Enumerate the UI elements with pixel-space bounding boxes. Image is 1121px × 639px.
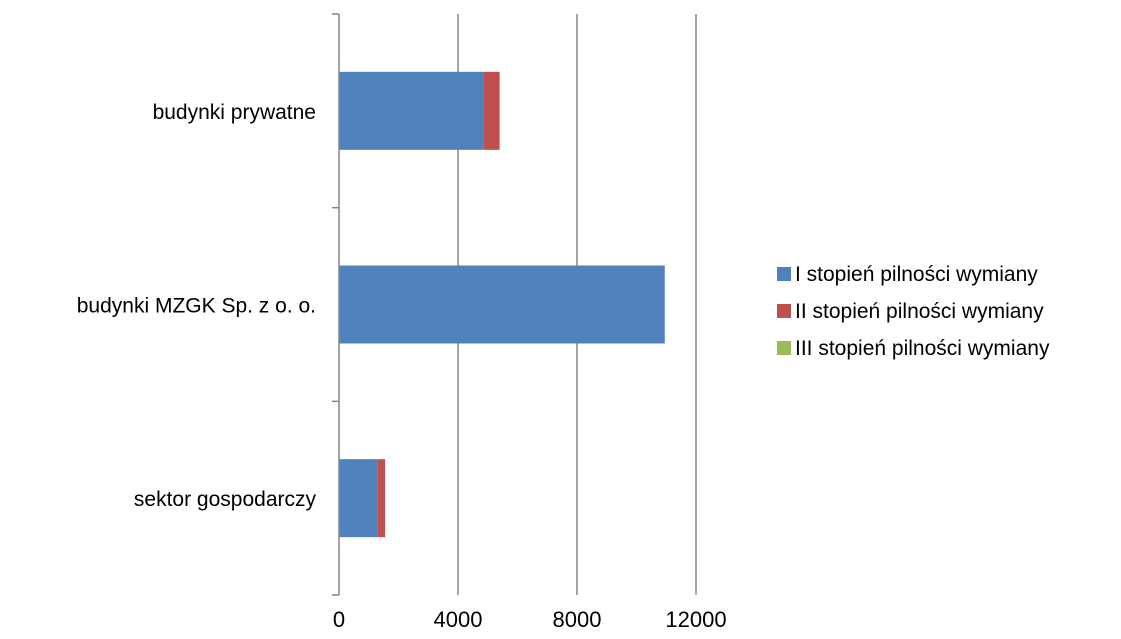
- bar-segment: [377, 459, 386, 538]
- legend-swatch: [777, 341, 791, 355]
- bar-segment: [339, 459, 378, 538]
- category-label: budynki prywatne: [153, 101, 316, 124]
- x-tick-labels: 0 4000 8000 12000: [333, 607, 727, 632]
- axes: [332, 13, 340, 596]
- x-tick-label: 0: [333, 607, 345, 632]
- bars: [339, 71, 665, 538]
- category-label: sektor gospodarczy: [134, 488, 317, 511]
- category-labels: budynki prywatne budynki MZGK Sp. z o. o…: [77, 101, 317, 511]
- legend-label: III stopień pilności wymiany: [795, 337, 1050, 360]
- category-label: budynki MZGK Sp. z o. o.: [77, 295, 316, 318]
- x-tick-label: 4000: [434, 607, 483, 632]
- legend: I stopień pilności wymiany II stopień pi…: [777, 263, 1050, 360]
- x-tick-label: 12000: [665, 607, 726, 632]
- legend-swatch: [777, 267, 791, 281]
- bar-segment: [339, 71, 484, 150]
- bar-segment: [483, 71, 500, 150]
- legend-swatch: [777, 304, 791, 318]
- bar-segment: [339, 265, 665, 344]
- x-tick-label: 8000: [553, 607, 602, 632]
- legend-label: I stopień pilności wymiany: [795, 263, 1038, 286]
- legend-label: II stopień pilności wymiany: [795, 300, 1044, 323]
